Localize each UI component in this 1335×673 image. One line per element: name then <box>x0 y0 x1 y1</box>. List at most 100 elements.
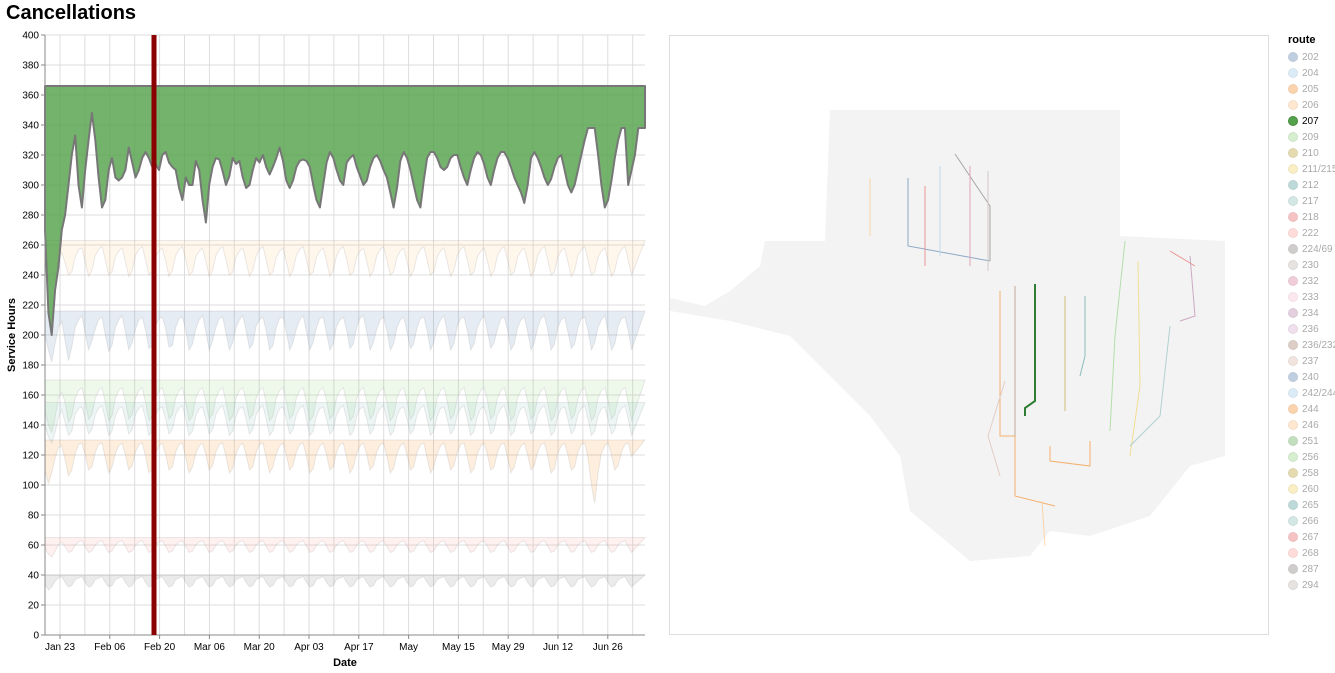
legend-item[interactable]: 251 <box>1288 433 1335 449</box>
legend-item[interactable]: 256 <box>1288 449 1335 465</box>
legend-item[interactable]: 204 <box>1288 65 1335 81</box>
legend-item[interactable]: 258 <box>1288 465 1335 481</box>
legend-label: 217 <box>1302 195 1319 207</box>
legend-item[interactable]: 244 <box>1288 401 1335 417</box>
legend-swatch-icon <box>1288 580 1298 590</box>
legend-item[interactable]: 218 <box>1288 209 1335 225</box>
legend-item[interactable]: 230 <box>1288 257 1335 273</box>
legend-item[interactable]: 246 <box>1288 417 1335 433</box>
legend-label: 287 <box>1302 563 1319 575</box>
legend-item[interactable]: 237 <box>1288 353 1335 369</box>
map-canvas[interactable] <box>670 36 1269 635</box>
series-area-207 <box>44 85 646 336</box>
x-tick-label: Mar 20 <box>244 642 276 653</box>
legend-label: 212 <box>1302 179 1319 191</box>
legend-item[interactable]: 212 <box>1288 177 1335 193</box>
legend-item[interactable]: 233 <box>1288 289 1335 305</box>
y-tick-label: 160 <box>22 391 39 402</box>
legend-swatch-icon <box>1288 372 1298 382</box>
legend-label: 246 <box>1302 419 1319 431</box>
legend-swatch-icon <box>1288 564 1298 574</box>
legend-label: 251 <box>1302 435 1319 447</box>
legend-item[interactable]: 224/69 <box>1288 241 1335 257</box>
series-area-202 <box>44 310 646 363</box>
legend-swatch-icon <box>1288 100 1298 110</box>
legend-swatch-icon <box>1288 212 1298 222</box>
legend-label: 211/215 <box>1302 163 1335 175</box>
legend-swatch-icon <box>1288 548 1298 558</box>
legend-swatch-icon <box>1288 164 1298 174</box>
legend-item[interactable]: 206 <box>1288 97 1335 113</box>
legend-item[interactable]: 207 <box>1288 113 1335 129</box>
highlighted-series[interactable] <box>44 85 646 336</box>
route-legend[interactable]: route 202 204 205 206 207 209 210 211/215 212 217… <box>1288 34 1335 593</box>
legend-swatch-icon <box>1288 340 1298 350</box>
legend-item[interactable]: 265 <box>1288 497 1335 513</box>
y-tick-label: 260 <box>22 241 39 252</box>
legend-label: 230 <box>1302 259 1319 271</box>
legend-item[interactable]: 232 <box>1288 273 1335 289</box>
legend-item[interactable]: 236/232 <box>1288 337 1335 353</box>
x-axis-label: Date <box>333 657 357 669</box>
x-tick-label: Mar 06 <box>194 642 226 653</box>
y-tick-label: 140 <box>22 421 39 432</box>
legend-label: 268 <box>1302 547 1319 559</box>
y-tick-label: 180 <box>22 361 39 372</box>
route-map[interactable] <box>669 35 1269 635</box>
y-tick-label: 320 <box>22 151 39 162</box>
legend-label: 236 <box>1302 323 1319 335</box>
legend-swatch-icon <box>1288 132 1298 142</box>
legend-item[interactable]: 268 <box>1288 545 1335 561</box>
legend-label: 218 <box>1302 211 1319 223</box>
legend-swatch-icon <box>1288 516 1298 526</box>
legend-item[interactable]: 210 <box>1288 145 1335 161</box>
legend-swatch-icon <box>1288 116 1298 126</box>
legend-swatch-icon <box>1288 468 1298 478</box>
legend-item[interactable]: 222 <box>1288 225 1335 241</box>
legend-swatch-icon <box>1288 420 1298 430</box>
legend-label: 224/69 <box>1302 243 1333 255</box>
legend-item[interactable]: 211/215 <box>1288 161 1335 177</box>
series-area-205 <box>44 439 647 504</box>
legend-label: 258 <box>1302 467 1319 479</box>
legend-swatch-icon <box>1288 180 1298 190</box>
legend-swatch-icon <box>1288 52 1298 62</box>
legend-item[interactable]: 240 <box>1288 369 1335 385</box>
legend-label: 236/232 <box>1302 339 1335 351</box>
legend-item[interactable]: 260 <box>1288 481 1335 497</box>
legend-item[interactable]: 266 <box>1288 513 1335 529</box>
legend-item[interactable]: 234 <box>1288 305 1335 321</box>
legend-item[interactable]: 287 <box>1288 561 1335 577</box>
x-tick-label: Feb 06 <box>94 642 126 653</box>
y-tick-label: 100 <box>22 481 39 492</box>
legend-swatch-icon <box>1288 356 1298 366</box>
y-tick-label: 240 <box>22 271 39 282</box>
legend-label: 242/244 <box>1302 387 1335 399</box>
y-tick-label: 200 <box>22 331 39 342</box>
legend-swatch-icon <box>1288 532 1298 542</box>
series-area-217 <box>44 402 646 445</box>
legend-item[interactable]: 242/244 <box>1288 385 1335 401</box>
legend-label: 267 <box>1302 531 1319 543</box>
legend-swatch-icon <box>1288 196 1298 206</box>
legend-swatch-icon <box>1288 276 1298 286</box>
legend-item[interactable]: 267 <box>1288 529 1335 545</box>
legend-label: 206 <box>1302 99 1319 111</box>
series-area-224-69 <box>44 574 647 591</box>
legend-swatch-icon <box>1288 388 1298 398</box>
y-tick-label: 80 <box>28 511 40 522</box>
legend-item[interactable]: 205 <box>1288 81 1335 97</box>
legend-swatch-icon <box>1288 68 1298 78</box>
legend-item[interactable]: 294 <box>1288 577 1335 593</box>
legend-swatch-icon <box>1288 292 1298 302</box>
legend-label: 265 <box>1302 499 1319 511</box>
y-tick-label: 400 <box>22 31 39 42</box>
legend-item[interactable]: 202 <box>1288 49 1335 65</box>
legend-item[interactable]: 209 <box>1288 129 1335 145</box>
y-tick-label: 0 <box>33 631 39 642</box>
legend-swatch-icon <box>1288 436 1298 446</box>
legend-item[interactable]: 236 <box>1288 321 1335 337</box>
legend-item[interactable]: 217 <box>1288 193 1335 209</box>
area-chart[interactable]: 0 20 40 60 80 100 120 140 160 180 200 220 240 260 280 3… <box>0 0 660 673</box>
map-route-lines <box>869 153 1196 547</box>
